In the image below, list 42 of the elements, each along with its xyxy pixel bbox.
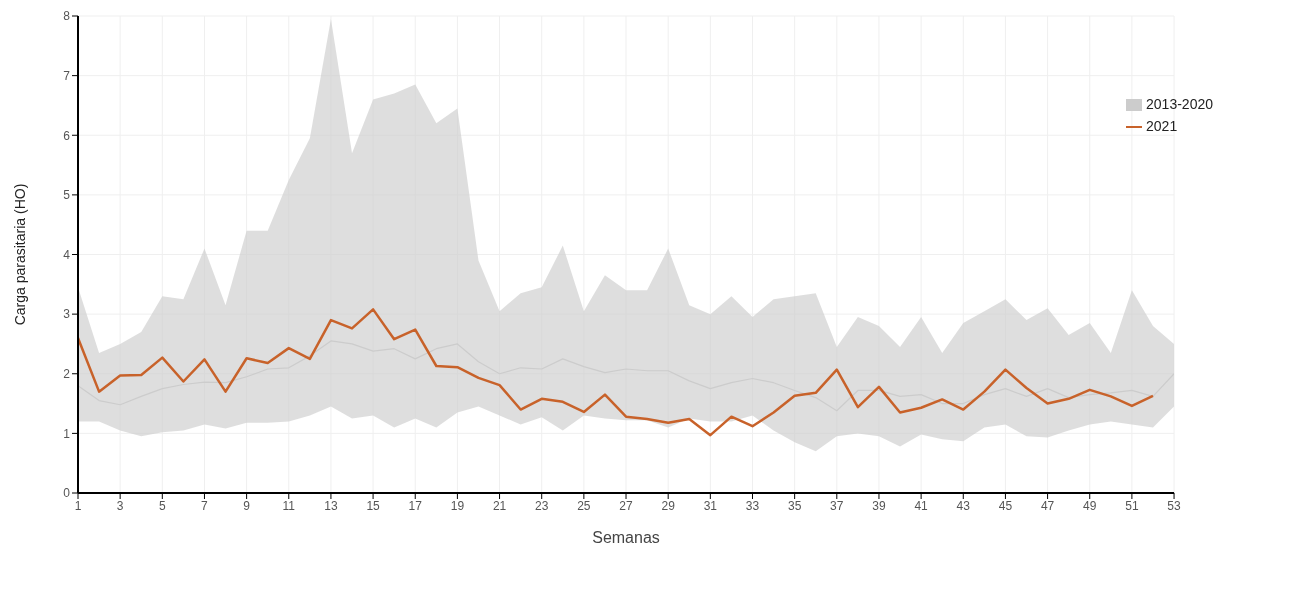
x-tick-label: 39: [872, 498, 886, 513]
x-tick-label: 31: [703, 498, 718, 513]
x-tick-label: 19: [450, 498, 465, 513]
y-tick-label: 7: [63, 68, 71, 83]
x-tick-label: 53: [1167, 498, 1182, 513]
x-tick-label: 15: [366, 498, 381, 513]
x-tick-label: 29: [661, 498, 676, 513]
x-axis-title: Semanas: [592, 529, 660, 546]
y-tick-label: 8: [63, 9, 71, 24]
x-tick-label: 9: [243, 498, 251, 513]
x-tick-label: 7: [201, 498, 209, 513]
y-tick-label: 2: [63, 367, 71, 382]
line-series: [78, 308, 1155, 437]
legend-label: 2013-2020: [1146, 96, 1213, 112]
line-series: [78, 340, 1175, 412]
x-tick-label: 41: [914, 498, 929, 513]
x-tick-label: 51: [1125, 498, 1139, 513]
x-tick-label: 17: [408, 498, 423, 513]
x-tick-label: 11: [282, 498, 296, 513]
x-tick-label: 47: [1040, 498, 1055, 513]
y-tick-label: 4: [63, 247, 71, 262]
y-axis-title: Carga parasitaria (HO): [11, 183, 28, 326]
x-tick-label: 23: [535, 498, 549, 513]
y-tick-label: 5: [63, 188, 71, 203]
y-tick-label: 0: [63, 486, 71, 501]
x-tick-label: 25: [577, 498, 591, 513]
y-tick-label: 3: [63, 307, 71, 322]
x-tick-label: 45: [998, 498, 1013, 513]
x-tick-label: 43: [956, 498, 971, 513]
x-tick-label: 13: [324, 498, 338, 513]
x-tick-label: 37: [830, 498, 844, 513]
x-tick-label: 1: [74, 498, 82, 513]
x-tick-label: 21: [492, 498, 507, 513]
y-tick-label: 6: [63, 128, 71, 143]
x-tick-label: 49: [1083, 498, 1097, 513]
y-tick-label: 1: [63, 426, 71, 441]
x-tick-label: 27: [619, 498, 634, 513]
x-tick-label: 5: [158, 498, 166, 513]
x-tick-label: 35: [787, 498, 802, 513]
x-tick-label: 33: [745, 498, 760, 513]
x-tick-label: 3: [116, 498, 124, 513]
legend-label: 2021: [1146, 118, 1178, 134]
